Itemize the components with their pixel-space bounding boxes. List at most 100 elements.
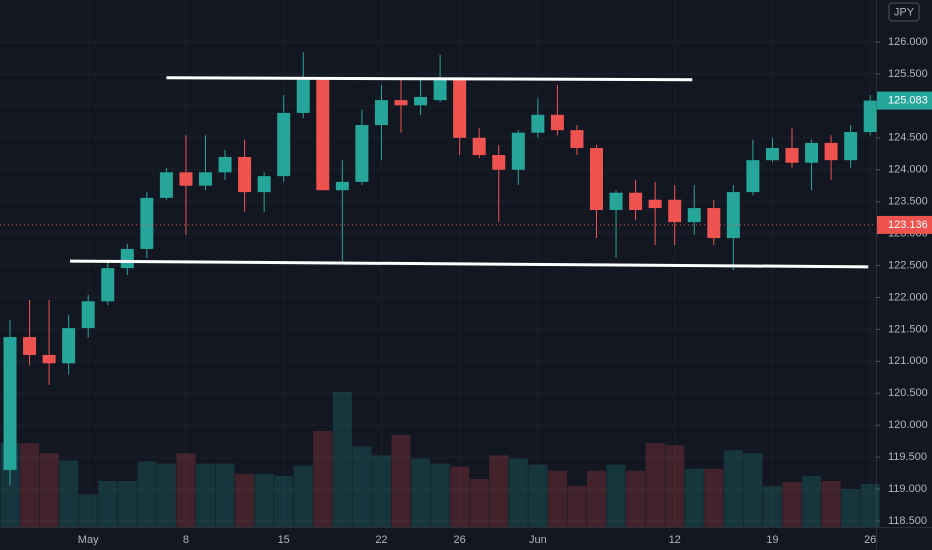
volume-bar: [20, 443, 40, 527]
volume-bar: [860, 484, 880, 527]
y-tick-label: 124.500: [888, 132, 928, 144]
x-tick-label: 19: [766, 534, 778, 546]
x-tick-label: 15: [278, 534, 290, 546]
price-line-label: 123.136: [888, 219, 928, 231]
candle-body: [570, 130, 584, 149]
volume-bar: [841, 489, 861, 527]
candle-body: [707, 208, 721, 239]
candle-body: [23, 337, 37, 355]
y-tick-label: 124.000: [888, 164, 928, 176]
volume-bar: [489, 455, 509, 527]
volume-bar: [450, 466, 470, 527]
candle-body: [140, 197, 154, 249]
y-tick-label: 121.000: [888, 355, 928, 367]
candle-body: [81, 301, 95, 329]
volume-bar: [802, 475, 822, 527]
y-tick-label: 120.500: [888, 387, 928, 399]
candle-body: [101, 268, 115, 302]
candle-body: [199, 172, 212, 186]
volume-bar: [782, 482, 802, 527]
volume-bar: [313, 430, 333, 527]
price-line-box: [877, 215, 932, 234]
candle-body: [726, 192, 740, 239]
last-price-box: [877, 91, 932, 110]
trendline: [166, 76, 693, 82]
candle-body: [120, 248, 134, 269]
last-price-label: 125.083: [888, 94, 928, 106]
x-tick-label: 26: [454, 534, 466, 546]
y-tick-label: 122.500: [888, 259, 928, 271]
candle-body: [687, 208, 701, 223]
x-tick-label: 26: [864, 534, 876, 546]
volume-bar: [332, 392, 352, 527]
candle-body: [62, 328, 76, 364]
volume-bar: [293, 465, 313, 527]
volume-bar: [235, 473, 255, 527]
volume-bar: [469, 478, 489, 527]
candle-body: [629, 192, 643, 210]
candle-body: [824, 142, 838, 161]
volume-bar: [704, 468, 724, 527]
candle-body: [179, 172, 193, 186]
volume-bar: [274, 475, 294, 527]
volume-bar: [743, 453, 763, 527]
volume-bar: [587, 470, 606, 527]
candle-body: [42, 354, 56, 364]
volume-bar: [626, 470, 646, 527]
volume-bar: [156, 463, 176, 527]
candle-body: [531, 114, 545, 133]
volume-bar: [215, 463, 235, 527]
candle-body: [805, 142, 819, 163]
volume-bar: [39, 453, 59, 527]
volume-bar: [196, 463, 215, 527]
volume-bar: [78, 494, 98, 527]
candle-body: [218, 156, 232, 173]
candle-body: [746, 160, 760, 193]
candle-body: [511, 132, 525, 170]
y-tick-label: 119.500: [888, 451, 927, 463]
candle-body: [433, 79, 447, 101]
volume-bar: [371, 455, 391, 527]
candle-body: [3, 337, 17, 470]
x-tick-label: May: [78, 534, 99, 546]
candle-body: [277, 112, 291, 177]
candle-body: [550, 114, 564, 131]
volume-bar: [821, 480, 841, 527]
currency-box[interactable]: [888, 2, 920, 22]
candle-body: [355, 125, 369, 182]
volume-bar: [508, 458, 528, 527]
x-tick-label: 22: [375, 534, 387, 546]
candle-body: [316, 79, 330, 191]
candle-body: [159, 172, 173, 198]
candle-body: [472, 137, 486, 156]
volume-bar: [723, 450, 743, 527]
volume-bar: [59, 460, 79, 527]
x-tick-label: Jun: [529, 534, 547, 546]
candle-body: [590, 148, 603, 210]
volume-bar: [411, 458, 431, 527]
volume-bar: [137, 461, 157, 527]
y-tick-label: 126.000: [888, 36, 928, 48]
trendline: [70, 259, 869, 269]
volume-bar: [176, 453, 196, 527]
volume-bar: [665, 445, 685, 527]
y-tick-label: 120.000: [888, 419, 928, 431]
currency-label[interactable]: JPY: [894, 6, 915, 18]
candle-body: [374, 100, 388, 126]
candle-body: [668, 199, 682, 223]
x-tick-label: 8: [183, 534, 189, 546]
candle-body: [863, 100, 877, 133]
candle-body: [296, 79, 310, 113]
y-tick-label: 118.500: [888, 515, 927, 527]
y-tick-label: 119.000: [888, 483, 927, 495]
volume-bar: [98, 480, 118, 527]
volume-bar: [254, 473, 274, 527]
candle-body: [238, 156, 252, 193]
candle-body: [765, 148, 779, 161]
volume-bar: [645, 443, 665, 527]
candle-body: [492, 155, 506, 170]
candle-body: [414, 96, 428, 106]
volume-bar: [684, 468, 704, 527]
y-tick-label: 122.000: [888, 291, 928, 303]
